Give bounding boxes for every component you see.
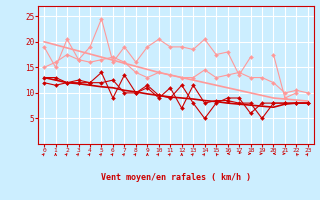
X-axis label: Vent moyen/en rafales ( km/h ): Vent moyen/en rafales ( km/h )	[101, 173, 251, 182]
